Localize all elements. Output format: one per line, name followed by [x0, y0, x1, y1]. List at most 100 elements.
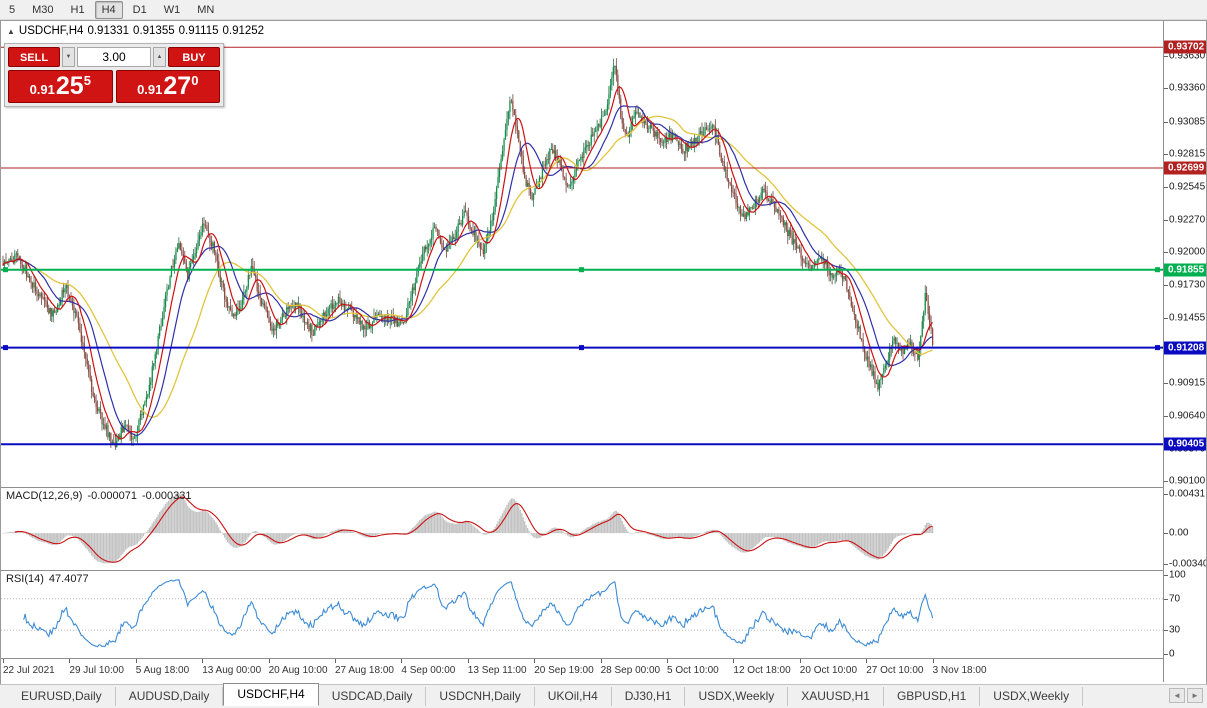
axis-tickmark [1164, 416, 1168, 417]
price-tick-label: 0.93085 [1169, 116, 1206, 127]
time-label: 27 Aug 18:00 [335, 665, 394, 676]
price-tick-label: 30 [1169, 624, 1181, 636]
price-tick-label: -0.00340 [1169, 558, 1207, 570]
time-label: 22 Jul 2021 [3, 665, 55, 676]
time-label: 5 Aug 18:00 [135, 665, 190, 676]
timeframe-button-h1[interactable]: H1 [70, 3, 85, 16]
axis-tickmark [1164, 575, 1168, 576]
chart-tab-usdchf-h4[interactable]: USDCHF,H4 [223, 683, 319, 706]
chart-tab-dj30-h1[interactable]: DJ30,H1 [612, 687, 686, 706]
axis-tickmark [1164, 284, 1168, 286]
axis-tickmark [1164, 88, 1168, 90]
timeframe-button-h4[interactable]: H4 [94, 0, 123, 19]
pane-separator[interactable] [1, 570, 1206, 571]
sell-price-prefix: 0.91 [29, 82, 55, 97]
time-label: 28 Sep 00:00 [600, 665, 661, 676]
chart-tab-audusd-daily[interactable]: AUDUSD,Daily [116, 687, 224, 706]
time-tickmark [600, 659, 602, 663]
tab-scroll-right-icon[interactable]: ► [1187, 688, 1203, 703]
timeframe-button-mn[interactable]: MN [197, 3, 215, 16]
timeframe-toolbar: 5 M30 H1 H4 D1 W1 MN [0, 0, 1207, 20]
trade-panel-collapse-icon[interactable]: ▲ [7, 27, 15, 36]
price-tick-label: 0.92270 [1169, 214, 1206, 226]
price-level-box-0.91208: 0.91208 [1164, 341, 1206, 355]
macd-pane: MACD(12,26,9) -0.000071 -0.000331 [1, 488, 1163, 570]
axis-tickmark [1164, 654, 1168, 655]
price-tick-label: 0.93630 [1169, 50, 1206, 62]
hline-handle [1155, 267, 1160, 273]
ohlc-low: 0.91115 [178, 25, 219, 37]
axis-tickmark [1164, 564, 1168, 565]
timeframe-button-m30[interactable]: M30 [32, 3, 54, 16]
chart-window: ▲ USDCHF,H4 0.91331 0.91355 0.91115 0.91252 S… [0, 20, 1207, 685]
time-tickmark [667, 659, 668, 663]
price-chart-pane: ▲ USDCHF,H4 0.91331 0.91355 0.91115 0.91252 S… [1, 21, 1163, 487]
price-tick-label: 0.00431 [1169, 488, 1206, 500]
price-tick-label: 0.92815 [1169, 148, 1206, 160]
chart-ohlc-header: ▲ USDCHF,H4 0.91331 0.91355 0.91115 0.91252 [7, 25, 268, 37]
candles-layer [2, 58, 934, 450]
time-tickmark [866, 659, 868, 663]
time-label: 13 Sep 11:00 [467, 665, 527, 676]
pane-separator[interactable] [1, 487, 1206, 488]
volume-input[interactable] [77, 47, 151, 67]
time-label: 29 Jul 10:00 [69, 665, 124, 676]
macd-signal-line [14, 496, 933, 563]
rsi-label: RSI(14) 47.4077 [6, 573, 94, 585]
chart-tabs-bar: EURUSD,Daily AUDUSD,Daily USDCHF,H4 USDCAD,… [0, 683, 1207, 706]
tab-scroll-left-icon[interactable]: ◄ [1169, 688, 1185, 703]
time-label: 20 Aug 10:00 [268, 665, 328, 676]
chart-tab-usdcad-daily[interactable]: USDCAD,Daily [319, 687, 427, 706]
macd-histogram [2, 494, 934, 564]
axis-tickmark [1164, 382, 1168, 384]
time-tickmark [799, 659, 801, 663]
one-click-trading-panel: SELL ▼ ▲ BUY 0.91 25 5 0.91 27 0 [4, 43, 224, 107]
time-axis[interactable]: 22 Jul 2021 29 Jul 10:00 5 Aug 18:00 13 Aug… [1, 659, 1163, 682]
hline-0.91208[interactable] [1, 345, 1163, 351]
sell-price-point: 5 [83, 73, 91, 88]
buy-price-display[interactable]: 0.91 27 0 [115, 70, 220, 103]
price-tick-label: 0.92000 [1169, 246, 1206, 258]
macd-label: MACD(12,26,9) -0.000071 -0.000331 [6, 490, 197, 502]
sell-button[interactable]: SELL [8, 47, 60, 67]
rsi-line [23, 578, 934, 648]
chart-tab-usdx-weekly[interactable]: USDX,Weekly [685, 687, 789, 706]
chart-tab-ukoil-h4[interactable]: UKOil,H4 [535, 687, 612, 706]
axis-tickmark [1164, 252, 1168, 254]
price-tick-label: 0.90640 [1169, 410, 1206, 422]
price-tick-label: 0.93360 [1169, 82, 1206, 94]
macd-main-value: -0.000071 [87, 490, 137, 502]
chart-tab-usdcnh-daily[interactable]: USDCNH,Daily [426, 687, 535, 706]
timeframe-button-5[interactable]: 5 [9, 3, 16, 16]
chart-tab-xauusd-h1[interactable]: XAUUSD,H1 [788, 687, 884, 706]
price-tick-label: 0.90915 [1169, 377, 1206, 389]
price-tick-label: 0.90100 [1169, 475, 1206, 487]
hline-0.91855[interactable] [1, 267, 1163, 273]
buy-price-point: 0 [191, 73, 199, 88]
timeframe-button-w1[interactable]: W1 [163, 3, 181, 16]
volume-increase-icon[interactable]: ▲ [153, 47, 166, 67]
ma-red-line [2, 86, 934, 440]
sell-price-display[interactable]: 0.91 25 5 [8, 70, 113, 103]
time-tickmark [202, 659, 204, 663]
axis-tickmark [1164, 630, 1168, 632]
price-tick-label: 70 [1169, 593, 1181, 605]
macd-signal-value: -0.000331 [141, 490, 192, 502]
time-label: 13 Aug 00:00 [202, 665, 262, 676]
axis-tickmark [1164, 154, 1168, 156]
axis-tickmark [1164, 598, 1168, 600]
pane-separator [1, 658, 1206, 659]
buy-button[interactable]: BUY [168, 47, 220, 67]
chart-tab-usdx-weekly[interactable]: USDX,Weekly [980, 687, 1084, 706]
timeframe-button-d1[interactable]: D1 [132, 3, 147, 16]
buy-price-pips: 27 [163, 72, 192, 100]
chart-tab-gbpusd-h1[interactable]: GBPUSD,H1 [884, 687, 981, 706]
hline-handle [579, 267, 584, 273]
price-tick-label: 0 [1169, 648, 1175, 660]
time-tickmark [3, 659, 4, 663]
hline-handle [3, 345, 8, 351]
volume-decrease-icon[interactable]: ▼ [62, 47, 75, 67]
price-axis[interactable]: 0.93630 0.93360 0.93085 0.92815 0.92545 0.922… [1164, 21, 1206, 682]
chart-tab-eurusd-daily[interactable]: EURUSD,Daily [8, 687, 116, 706]
ma-yellow-line [2, 115, 933, 418]
